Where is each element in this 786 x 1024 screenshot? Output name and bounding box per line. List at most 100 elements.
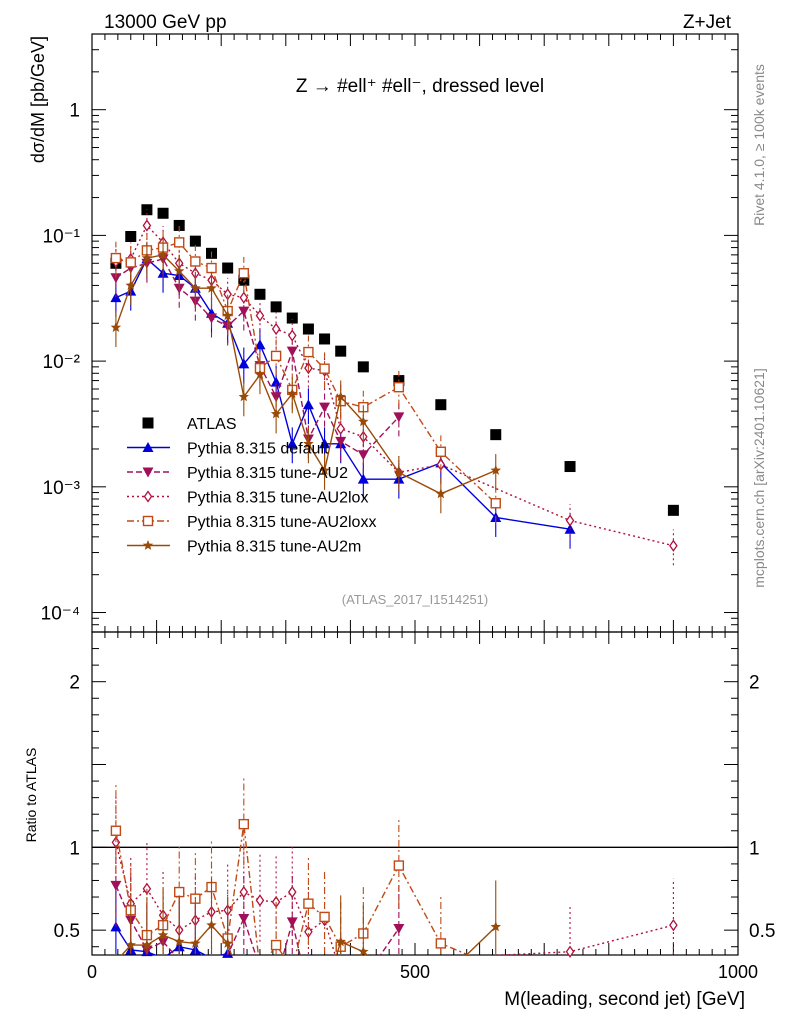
series-line bbox=[115, 258, 400, 456]
header-right: Z+Jet bbox=[683, 12, 732, 33]
ratio-tick-label: 0.5 bbox=[54, 921, 80, 942]
y-tick-label: 10⁻⁴ bbox=[41, 604, 80, 625]
data-point bbox=[254, 369, 266, 380]
data-point bbox=[254, 288, 266, 300]
ratio-point bbox=[255, 894, 265, 907]
legend-marker bbox=[142, 467, 154, 478]
data-point bbox=[238, 274, 250, 286]
ratio-point bbox=[239, 885, 249, 899]
y-tick-label: 1 bbox=[69, 101, 80, 122]
data-point bbox=[319, 363, 330, 374]
legend-item: Pythia 8.315 default bbox=[127, 441, 329, 458]
legend-marker bbox=[142, 515, 154, 527]
data-point bbox=[206, 282, 217, 293]
data-point bbox=[490, 429, 502, 441]
legend-label: Pythia 8.315 tune-AU2 bbox=[187, 465, 348, 482]
ratio-point bbox=[393, 860, 405, 871]
data-point bbox=[303, 438, 314, 449]
data-point bbox=[319, 402, 331, 413]
data-point bbox=[254, 339, 266, 350]
data-point bbox=[173, 219, 185, 231]
ratio-point bbox=[238, 914, 250, 925]
ratio-point bbox=[125, 939, 136, 950]
ratio-line bbox=[115, 926, 230, 955]
data-point bbox=[206, 262, 217, 274]
chart-title: Z → #ell⁺ #ell⁻, dressed level bbox=[296, 76, 544, 97]
series-5 bbox=[110, 238, 501, 514]
legend-label: Pythia 8.315 tune-AU2lox bbox=[187, 490, 368, 507]
ratio-point bbox=[157, 929, 169, 940]
data-point bbox=[435, 399, 447, 411]
data-point bbox=[302, 323, 314, 335]
data-point bbox=[319, 333, 331, 345]
ratio-tick-label-right: 1 bbox=[749, 838, 760, 859]
data-point bbox=[393, 467, 405, 477]
data-point bbox=[393, 382, 405, 393]
data-point bbox=[222, 262, 234, 274]
data-point bbox=[335, 345, 347, 357]
data-point bbox=[303, 346, 314, 358]
data-point bbox=[286, 346, 298, 357]
ratio-y-axis-label: Ratio to ATLAS bbox=[23, 748, 39, 843]
ratio-point bbox=[190, 937, 201, 948]
ratio-point bbox=[110, 825, 122, 836]
data-point bbox=[270, 301, 282, 313]
legend-label: Pythia 8.315 default bbox=[187, 441, 329, 458]
legend-label: ATLAS bbox=[187, 416, 237, 433]
data-point bbox=[357, 473, 369, 484]
x-tick-label: 1000 bbox=[718, 962, 758, 982]
data-point bbox=[435, 446, 447, 457]
ratio-point bbox=[335, 936, 346, 947]
main-panel: 10⁻⁴ 10⁻³ 10⁻² 10⁻¹ 1 bbox=[41, 33, 739, 633]
ratio-series-3 bbox=[110, 777, 471, 955]
data-point bbox=[270, 408, 282, 419]
analysis-label: (ATLAS_2017_I1514251) bbox=[342, 592, 488, 607]
data-point bbox=[238, 268, 250, 279]
ratio-point bbox=[490, 921, 501, 932]
data-point bbox=[141, 252, 153, 263]
legend-item: Pythia 8.315 tune-AU2 bbox=[127, 465, 348, 482]
ratio-point bbox=[287, 885, 297, 899]
x-axis-label: M(leading, second jet) [GeV] bbox=[504, 989, 745, 1010]
ratio-point bbox=[174, 886, 185, 898]
ratio-frame bbox=[91, 631, 739, 956]
ratio-line bbox=[120, 924, 497, 955]
data-point bbox=[238, 358, 250, 369]
data-point bbox=[174, 265, 185, 276]
mcplots-label: mcplots.cern.ch [arXiv:2401.10621] bbox=[751, 368, 767, 587]
ratio-point bbox=[358, 946, 369, 957]
data-point bbox=[157, 249, 169, 260]
data-point bbox=[222, 310, 233, 321]
ratio-point bbox=[174, 936, 185, 947]
legend-item: Pythia 8.315 tune-AU2m bbox=[127, 539, 361, 556]
ratio-point bbox=[435, 938, 447, 949]
ratio-point bbox=[303, 898, 314, 909]
x-tick-label: 0 bbox=[87, 962, 97, 982]
legend-label: Pythia 8.315 tune-AU2m bbox=[187, 539, 361, 556]
data-point bbox=[125, 279, 136, 290]
y-tick-label: 10⁻³ bbox=[43, 478, 81, 499]
header-left: 13000 GeV pp bbox=[104, 12, 227, 33]
legend-marker bbox=[143, 490, 153, 503]
data-point bbox=[357, 361, 369, 373]
data-point bbox=[565, 514, 575, 527]
ratio-point bbox=[669, 919, 678, 932]
data-point bbox=[490, 498, 501, 509]
data-point bbox=[393, 412, 405, 423]
data-point bbox=[287, 329, 297, 342]
y-tick-label: 10⁻¹ bbox=[43, 226, 81, 247]
data-point bbox=[319, 438, 331, 449]
data-point bbox=[125, 257, 136, 268]
ratio-point bbox=[110, 880, 122, 891]
data-point bbox=[669, 539, 678, 552]
data-point bbox=[157, 207, 169, 219]
ratio-line bbox=[115, 885, 400, 955]
rivet-label: Rivet 4.1.0, ≥ 100k events bbox=[751, 64, 767, 226]
legend-item: Pythia 8.315 tune-AU2loxx bbox=[127, 514, 376, 531]
legend-marker bbox=[142, 540, 154, 550]
data-point bbox=[335, 391, 346, 402]
data-point bbox=[319, 464, 330, 475]
data-point bbox=[125, 230, 137, 242]
data-point bbox=[270, 392, 282, 403]
